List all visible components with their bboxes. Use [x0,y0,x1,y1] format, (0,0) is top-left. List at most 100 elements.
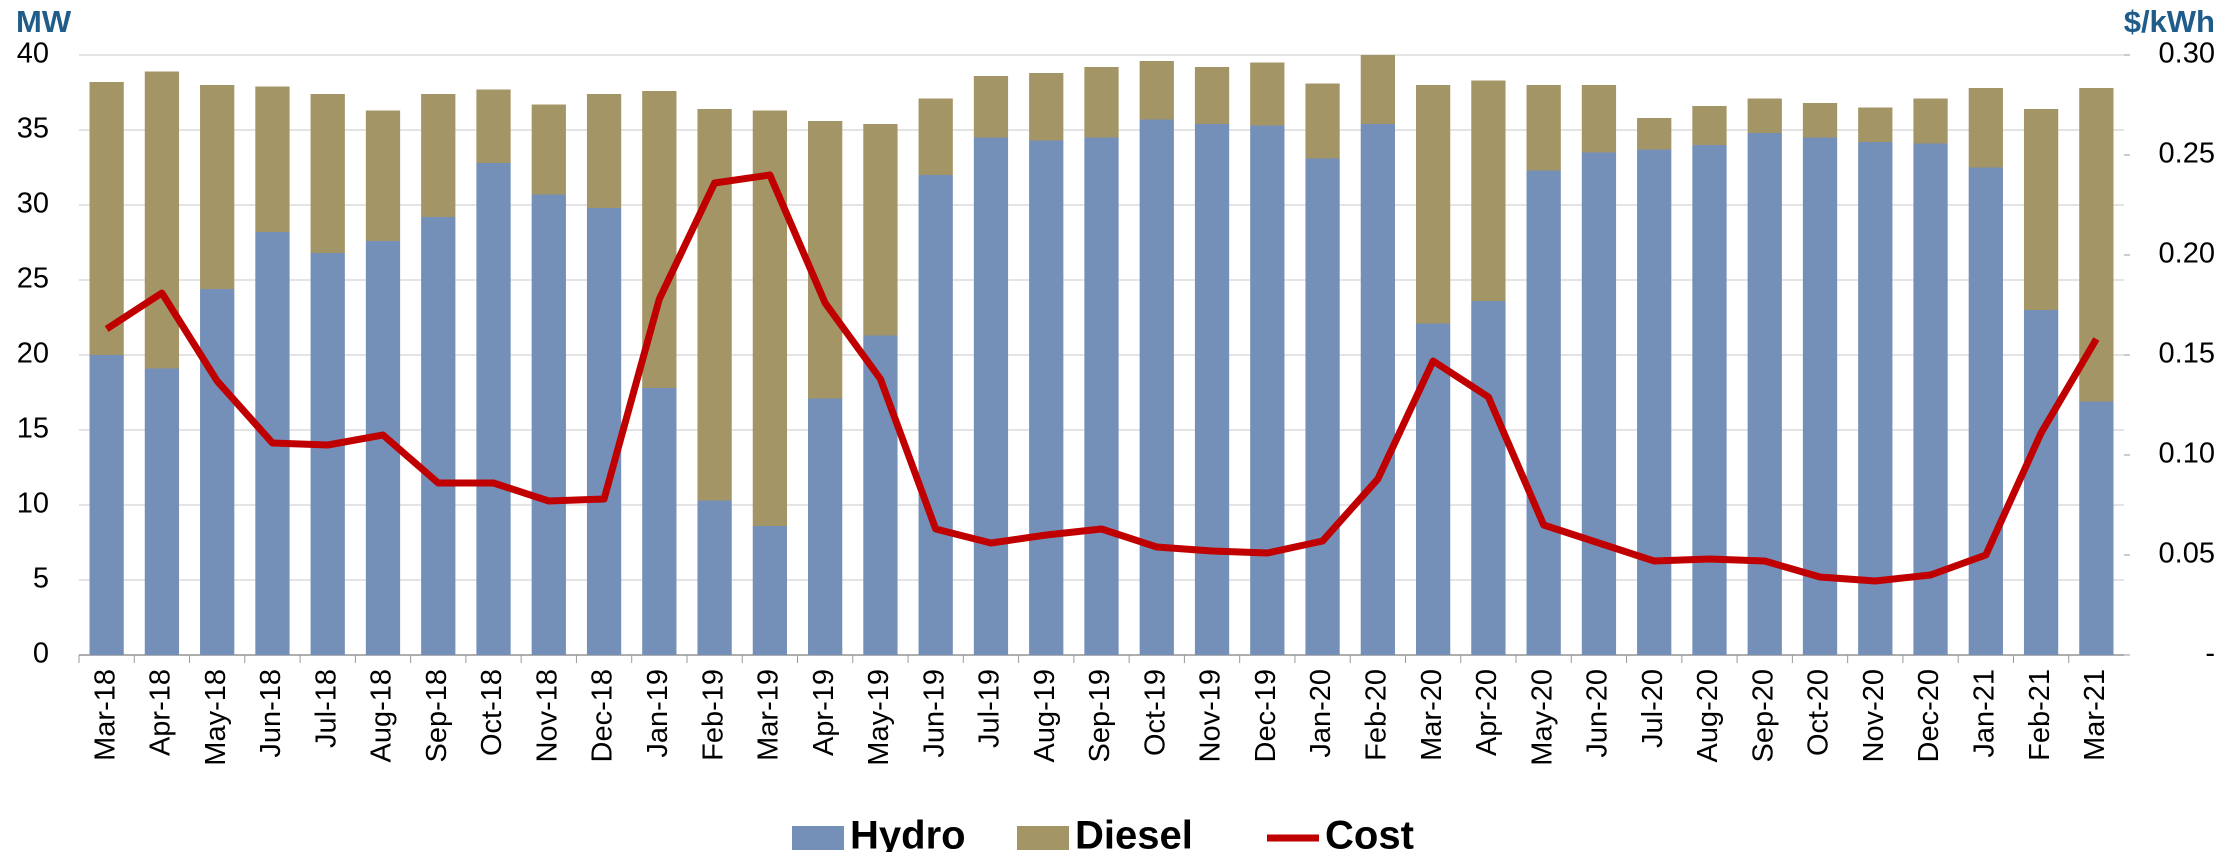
bar [1637,149,1672,655]
bar [1250,125,1285,655]
x-tick-label: Jan-21 [1968,669,2000,758]
bar [1029,73,1064,141]
x-tick-label: Jun-18 [255,669,287,758]
x-tick-label: Jan-19 [642,669,674,758]
x-tick-label: Mar-21 [2079,669,2111,761]
bar [586,208,622,655]
x-tick-label: Aug-19 [1029,669,1061,763]
cost-line [104,171,2100,585]
bar [1194,124,1230,655]
legend-label: Cost [1325,814,1414,852]
bar [531,194,566,655]
y-tick-label: 20 [17,338,49,370]
x-tick-label: May-20 [1526,669,1558,766]
x-tick-label: Dec-18 [587,669,619,763]
y2-tick-label: 0.20 [2159,238,2215,270]
bar [2079,88,2114,402]
bar [89,355,124,655]
legend-label: Hydro [850,814,966,852]
bar [1858,142,1893,655]
x-tick-label: Aug-20 [1692,669,1724,763]
x-tick-label: Feb-21 [2024,669,2056,761]
bar [1471,80,1506,301]
bar [697,500,732,655]
bar [1692,145,1727,655]
bar [973,76,1009,138]
bar [310,94,345,253]
x-tick-label: Dec-20 [1913,669,1945,763]
bar [808,398,843,655]
x-tick-label: May-19 [863,669,895,766]
x-tick-label: Apr-20 [1471,669,1503,756]
bar [2023,310,2059,655]
bar [310,253,345,655]
x-tick-label: Oct-19 [1139,669,1171,756]
bar [1747,98,1782,133]
x-tick-label: Oct-18 [476,669,508,756]
bar [1305,83,1340,159]
x-tick-label: Feb-19 [697,669,729,761]
bar [1581,152,1617,655]
bar [1747,133,1782,655]
bar [1968,167,2003,655]
bar [1415,85,1451,324]
y-tick-label: 5 [33,563,49,595]
legend-swatch [792,826,844,850]
y2-tick-label: 0.05 [2159,538,2215,570]
bar [1637,118,1672,150]
y-tick-label: 0 [33,638,49,670]
bar [1802,137,1838,655]
bar [1913,98,1948,144]
bar [200,289,235,655]
x-tick-label: Sep-18 [421,669,453,763]
bar [2079,401,2114,655]
bar [1360,55,1395,124]
x-tick-label: Oct-20 [1803,669,1835,756]
y2-tick-label: 0.10 [2159,438,2215,470]
bar [1139,61,1174,120]
x-tick-label: Jun-19 [918,669,950,758]
bar [918,98,953,175]
x-tick-label: Aug-18 [366,669,398,763]
bar [642,388,677,655]
x-tick-label: Sep-20 [1747,669,1779,763]
bar [973,137,1009,655]
legend-label: Diesel [1075,814,1193,852]
bar [1084,137,1119,655]
y-tick-label: 10 [17,488,49,520]
bar [421,94,456,217]
y2-tick-label: - [2205,638,2215,670]
x-tick-label: Sep-19 [1084,669,1116,763]
bar [1029,140,1064,655]
bar [531,104,566,195]
x-tick-label: Jul-19 [974,669,1006,748]
bar [1084,67,1119,138]
bar [1415,323,1451,655]
x-tick-label: Feb-20 [1361,669,1393,761]
bar [1692,106,1727,145]
bar [476,163,511,655]
y-tick-label: 25 [17,263,49,295]
bar [1360,124,1395,655]
x-tick-label: Jun-20 [1582,669,1614,758]
y2-axis-label: $/kWh [2124,4,2215,39]
y2-tick-label: 0.30 [2159,38,2215,70]
bar [752,526,788,655]
x-tick-label: Jul-20 [1637,669,1669,748]
bar [1968,88,2003,168]
x-tick-label: Jul-18 [310,669,342,748]
bar [863,124,898,336]
bar [697,109,732,501]
x-tick-label: Apr-19 [808,669,840,756]
bar [918,175,953,655]
bar [1305,158,1340,655]
bar [808,121,843,399]
bar [1802,103,1838,138]
bar [1250,62,1285,126]
bar [1858,107,1893,142]
bar [365,110,401,241]
bar [200,85,235,289]
x-tick-label: Apr-18 [145,669,177,756]
bar [1139,119,1174,655]
